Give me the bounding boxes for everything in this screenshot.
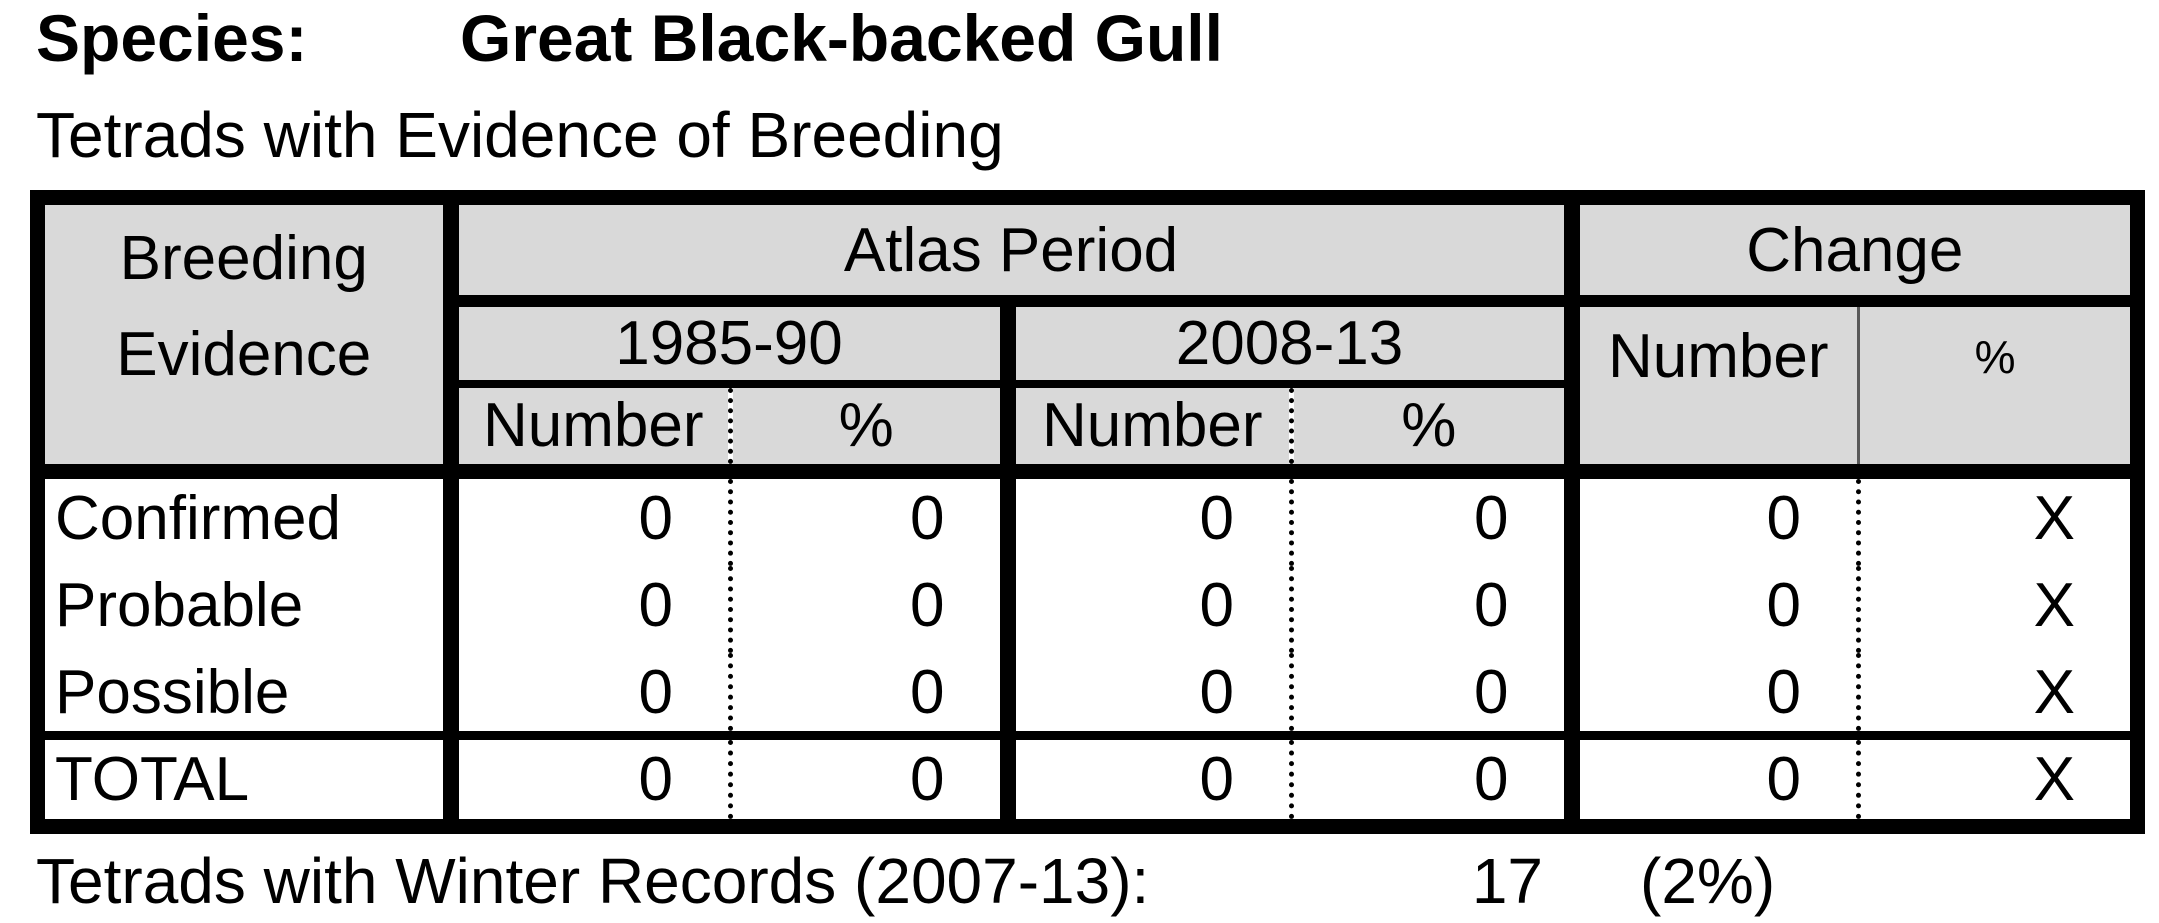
header-breeding-line1: Breeding [119,224,368,293]
cell-change-number: 0 [1563,653,1859,740]
cell-change-number: 0 [1563,566,1859,653]
cell-p1-percent: 0 [728,471,1008,566]
breeding-evidence-table: Breeding Evidence Atlas Period Change 19… [30,190,2146,834]
table-row-total: TOTAL 0 0 0 0 0 X [37,735,2138,827]
table-row-probable: Probable 0 0 0 0 0 X [37,566,2138,653]
header-breeding-evidence: Breeding Evidence [37,197,459,479]
header-period-1985-90: 1985-90 [450,301,1008,388]
cell-p1-number: 0 [450,653,731,740]
cell-p1-number: 0 [450,735,731,827]
header-change-number: Number [1563,301,1859,479]
winter-records-percent: (2%) [1640,845,1776,917]
header-breeding-line2: Evidence [116,320,372,389]
cell-change-percent: X [1856,653,2138,740]
header-row-3: Number % Number % [38,384,2138,479]
table-row-confirmed: Confirmed 0 0 0 0 0 X [37,471,2138,566]
table-caption: Tetrads with Evidence of Breeding [36,99,1004,171]
header-p1-percent: % [728,384,1008,479]
cell-p2-percent: 0 [1288,471,1572,566]
cell-p2-number: 0 [999,653,1292,740]
cell-p2-number: 0 [999,735,1292,827]
cell-p2-percent: 0 [1288,735,1572,827]
cell-p2-number: 0 [999,566,1292,653]
cell-change-number: 0 [1563,471,1859,566]
cell-p1-percent: 0 [728,566,1008,653]
row-label: TOTAL [37,735,459,827]
header-row-2: 1985-90 2008-13 Number % [38,301,2138,479]
species-name: Great Black-backed Gull [460,1,1223,75]
row-label: Possible [37,653,459,740]
winter-records-note: Tetrads with Winter Records (2007-13): 1… [36,843,2126,921]
cell-change-number: 0 [1563,735,1859,827]
header-p2-percent: % [1288,384,1572,479]
row-label: Confirmed [37,471,459,566]
cell-change-percent: X [1856,735,2138,827]
winter-records-value: 17 [1471,845,1543,917]
table-row-possible: Possible 0 0 0 0 0 X [37,653,2138,740]
cell-p1-percent: 0 [728,735,1008,827]
cell-change-percent: X [1856,566,2138,653]
cell-p1-number: 0 [450,566,731,653]
header-change-percent: % [1857,301,2138,479]
header-period-2008-13: 2008-13 [999,301,1572,388]
row-label: Probable [37,566,459,653]
header-p2-number: Number [999,384,1292,479]
winter-records-label: Tetrads with Winter Records (2007-13): [36,845,1150,917]
cell-p1-number: 0 [450,471,731,566]
cell-p2-percent: 0 [1288,566,1572,653]
header-atlas-period: Atlas Period [450,197,1572,307]
header-row-1: Breeding Evidence Atlas Period Change [37,197,2138,479]
header-p1-number: Number [450,384,731,479]
header-change: Change [1563,197,2138,307]
species-label: Species: [36,1,308,75]
cell-p1-percent: 0 [728,653,1008,740]
cell-p2-number: 0 [999,471,1292,566]
cell-p2-percent: 0 [1288,653,1572,740]
cell-change-percent: X [1856,471,2138,566]
species-heading: Species: Great Black-backed Gull [36,2,1223,74]
